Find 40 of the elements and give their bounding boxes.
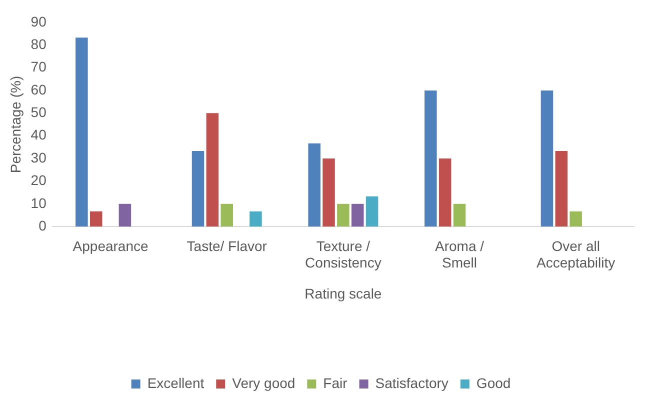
y-tick-label: 0: [38, 217, 47, 234]
bar: [250, 211, 262, 227]
bar: [453, 204, 466, 227]
bar: [366, 196, 378, 227]
legend-label: Excellent: [147, 374, 204, 391]
y-tick-label: 10: [30, 194, 47, 211]
y-tick-label: 30: [30, 149, 47, 166]
bar: [424, 90, 437, 227]
bar: [351, 204, 364, 227]
bar: [90, 211, 102, 227]
legend-label: Good: [476, 374, 511, 391]
x-tick-label: Over all Acceptability: [536, 238, 616, 271]
y-tick-label: 40: [30, 126, 47, 143]
bar: [220, 204, 233, 227]
bar: [555, 151, 568, 227]
y-tick-label: 90: [30, 13, 47, 30]
x-tick-label: Aroma / Smell: [435, 238, 484, 271]
legend-label: Fair: [323, 374, 348, 391]
bar: [438, 158, 452, 227]
legend-label: Satisfactory: [375, 374, 448, 391]
y-tick-label: 80: [30, 36, 47, 52]
bar: [337, 204, 350, 227]
y-tick-label: 50: [30, 104, 47, 120]
x-tick-label: Taste/ Flavor: [186, 238, 268, 254]
x-tick-label: Texture / Consistency: [305, 238, 382, 271]
legend-label: Very good: [232, 374, 296, 391]
bar: [570, 211, 582, 227]
y-axis-title: Percentage (%): [7, 76, 24, 174]
y-tick-label: 60: [30, 81, 47, 98]
bar: [192, 151, 204, 227]
bar: [76, 38, 88, 227]
y-tick-label: 20: [30, 172, 47, 188]
bar: [308, 143, 320, 227]
bar: [206, 113, 219, 227]
bar: [322, 158, 335, 227]
bar: [118, 204, 132, 227]
bar: [540, 90, 554, 227]
x-tick-label: Appearance: [72, 238, 148, 254]
y-tick-label: 70: [30, 58, 47, 75]
x-axis-title: Rating scale: [304, 285, 382, 302]
